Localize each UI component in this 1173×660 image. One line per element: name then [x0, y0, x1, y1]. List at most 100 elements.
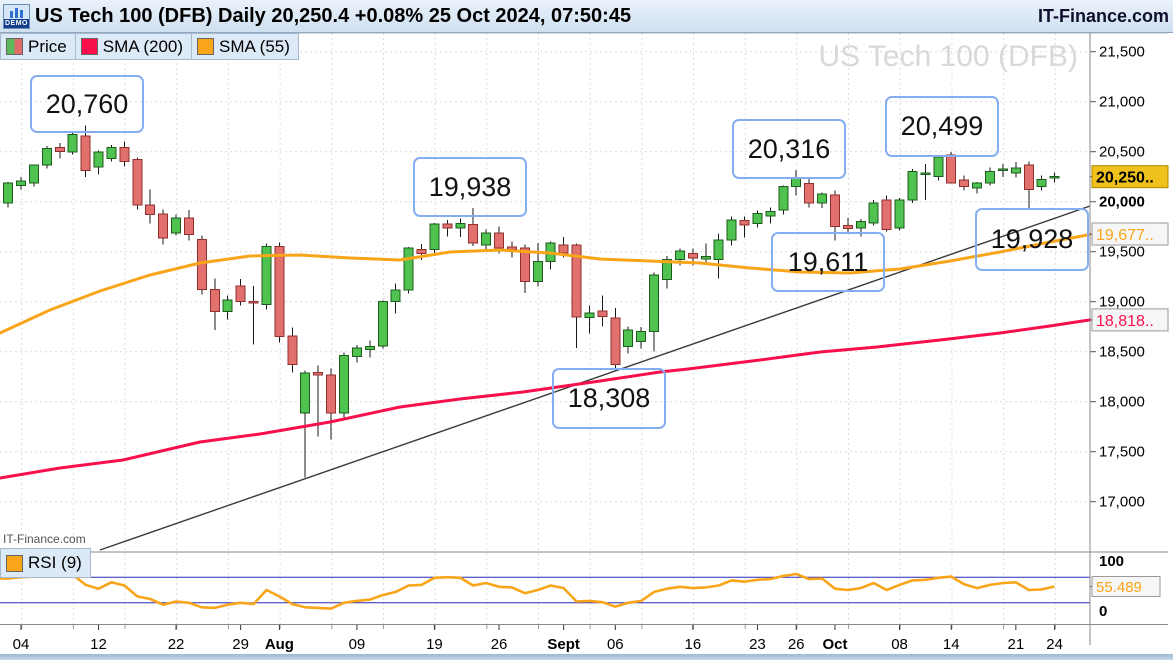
axis-value-label-sma200: 18,818..	[1096, 313, 1154, 330]
price-axis-label: 20,500	[1099, 144, 1145, 161]
sma-200-line[interactable]	[0, 318, 1092, 480]
candle	[804, 183, 815, 204]
rsi-value-box	[1091, 575, 1161, 597]
candle	[93, 151, 104, 168]
candle	[558, 244, 569, 254]
candle	[623, 329, 634, 348]
candle	[171, 217, 182, 234]
candle	[287, 335, 298, 366]
candle	[597, 310, 608, 318]
candle	[1036, 179, 1047, 188]
legend-sma55[interactable]: SMA (55)	[192, 33, 299, 60]
x-axis-label: Oct	[822, 636, 847, 653]
legend-sma200-label: SMA (200)	[102, 36, 184, 56]
candle	[468, 224, 479, 244]
legend-price[interactable]: Price	[0, 33, 76, 60]
candle	[519, 247, 530, 283]
candle	[946, 154, 957, 184]
candle	[907, 171, 918, 201]
candle	[80, 135, 91, 172]
price-callout[interactable]: 20,499	[885, 96, 999, 157]
candle	[532, 261, 543, 283]
price-callout[interactable]: 19,611	[771, 232, 885, 292]
candle	[700, 256, 711, 260]
x-axis-label: 21	[1007, 636, 1024, 653]
candle	[183, 217, 194, 236]
mini-chart-icon	[4, 5, 29, 19]
title-bar: DEMO US Tech 100 (DFB) Daily 20,250.4 +0…	[0, 0, 1173, 33]
x-axis-label: 09	[349, 636, 366, 653]
itfinance-brand-link[interactable]: IT-Finance.com	[1037, 5, 1169, 26]
sma-55-line[interactable]	[0, 233, 1092, 335]
candle	[817, 193, 828, 204]
candle	[997, 168, 1008, 172]
price-callout[interactable]: 20,760	[30, 75, 144, 133]
x-axis-label: Aug	[265, 636, 294, 653]
rsi-panel-legend: RSI (9)	[0, 548, 91, 578]
legend-sma55-label: SMA (55)	[219, 36, 290, 56]
candle	[868, 202, 879, 224]
price-axis-label: 17,000	[1099, 494, 1145, 511]
rsi-value-label: 55.489	[1096, 579, 1142, 596]
candle	[881, 199, 892, 231]
candle	[752, 213, 763, 225]
candle	[158, 213, 169, 239]
price-callout[interactable]: 19,928	[975, 208, 1089, 271]
x-axis-label: 26	[788, 636, 805, 653]
candle	[364, 346, 375, 351]
axis-value-label-last: 20,250..	[1096, 170, 1154, 187]
candle	[713, 239, 724, 261]
price-axis-label: 19,500	[1099, 244, 1145, 261]
horizontal-scrollbar[interactable]	[0, 654, 1173, 660]
candle	[429, 223, 440, 251]
candle	[119, 147, 130, 163]
trendline[interactable]	[99, 205, 1091, 551]
candle	[54, 147, 65, 153]
legend-rsi-label: RSI (9)	[28, 553, 82, 572]
legend-rsi[interactable]: RSI (9)	[0, 548, 91, 578]
chart-watermark-brand: IT-Finance.com	[3, 532, 86, 546]
x-axis-label: 19	[426, 636, 443, 653]
axis-value-box-sma200	[1091, 308, 1169, 332]
candle	[481, 232, 492, 246]
candle	[959, 179, 970, 188]
candle	[1049, 176, 1060, 179]
legend-sma200[interactable]: SMA (200)	[75, 33, 193, 60]
rsi-swatch-icon	[6, 554, 23, 572]
x-axis-label: 14	[943, 636, 960, 653]
candle	[28, 164, 39, 184]
x-axis-label: 04	[13, 636, 30, 653]
candle	[972, 182, 983, 189]
candle	[571, 244, 582, 318]
candle	[829, 194, 840, 228]
axis-value-box-sma55	[1091, 222, 1169, 246]
candle	[3, 182, 14, 204]
price-axis-label: 21,000	[1099, 94, 1145, 111]
price-callout[interactable]: 18,308	[552, 368, 666, 429]
candle	[674, 250, 685, 261]
rsi-line[interactable]	[0, 572, 1055, 610]
candle	[16, 180, 26, 187]
candle	[933, 156, 944, 178]
candle	[261, 246, 272, 306]
candle	[351, 347, 362, 358]
legend-price-label: Price	[28, 36, 67, 56]
price-callout[interactable]: 20,316	[732, 119, 846, 179]
candle	[41, 148, 52, 166]
price-callout[interactable]: 19,938	[413, 157, 527, 217]
candle	[222, 299, 233, 313]
price-axis-label: 18,000	[1099, 394, 1145, 411]
candle	[765, 211, 776, 217]
price-axis-label: 21,500	[1099, 44, 1145, 61]
candle	[235, 285, 246, 303]
candle	[842, 225, 853, 230]
x-axis-label: 16	[684, 636, 701, 653]
candle	[339, 355, 349, 414]
candle	[326, 374, 337, 414]
x-axis-label: 06	[607, 636, 624, 653]
candle	[390, 289, 401, 303]
x-axis-label: 23	[749, 636, 766, 653]
demo-badge: DEMO	[4, 18, 29, 28]
